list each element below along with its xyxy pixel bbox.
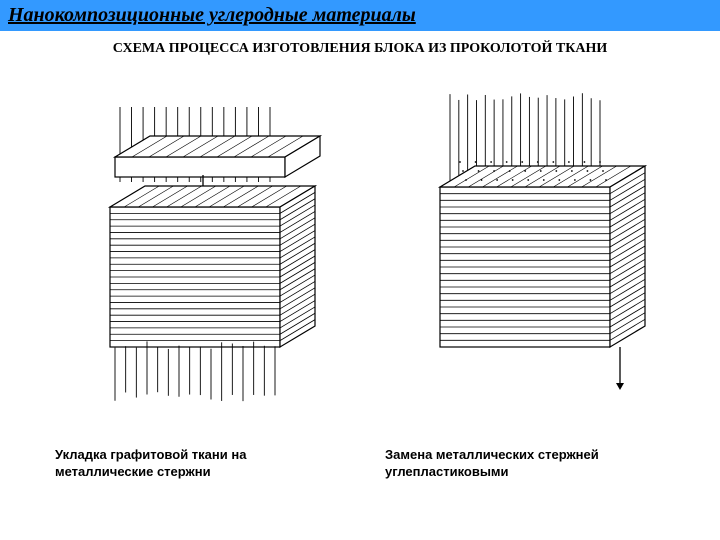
diagram-left bbox=[55, 87, 335, 427]
header-title: Нанокомпозиционные углеродные материалы bbox=[8, 4, 416, 26]
caption-left: Укладка графитовой ткани на металлически… bbox=[55, 447, 335, 481]
diagram-right bbox=[385, 87, 665, 427]
diagram-left-svg bbox=[55, 87, 335, 427]
diagram-right-svg bbox=[385, 87, 665, 427]
header-bar: Нанокомпозиционные углеродные материалы bbox=[0, 0, 720, 31]
caption-right: Замена металлических стержней углепласти… bbox=[385, 447, 665, 481]
subtitle: СХЕМА ПРОЦЕССА ИЗГОТОВЛЕНИЯ БЛОКА ИЗ ПРО… bbox=[0, 31, 720, 67]
captions-row: Укладка графитовой ткани на металлически… bbox=[0, 447, 720, 481]
diagram-area bbox=[0, 67, 720, 447]
